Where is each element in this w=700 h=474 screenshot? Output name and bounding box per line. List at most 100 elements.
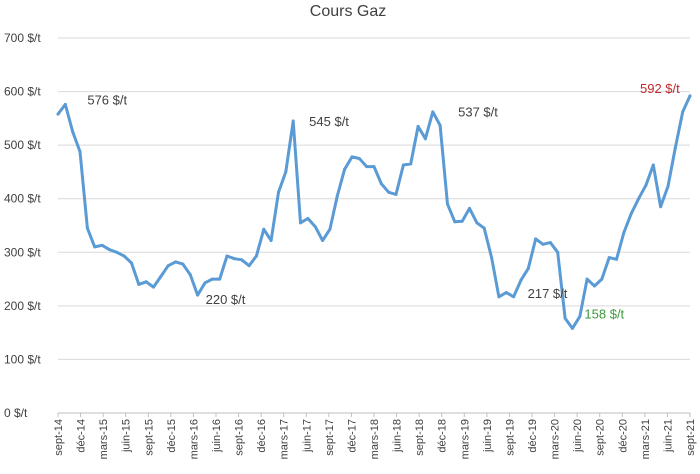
data-point bbox=[519, 278, 523, 282]
data-point bbox=[460, 219, 464, 223]
data-point bbox=[188, 273, 192, 277]
x-tick-label: déc-17 bbox=[346, 419, 358, 453]
data-annotations: 576 $/t 220 $/t 545 $/t 537 $/t 217 $/t 158 $… bbox=[87, 81, 680, 322]
x-tick-label: mars-20 bbox=[550, 419, 562, 459]
x-tick-label: sept-21 bbox=[685, 419, 697, 456]
data-point bbox=[615, 257, 619, 261]
data-point bbox=[688, 94, 692, 98]
x-tick-label: déc-14 bbox=[76, 419, 88, 453]
x-tick-label: sept-20 bbox=[595, 419, 607, 456]
data-point bbox=[423, 137, 427, 141]
data-point bbox=[475, 221, 479, 225]
data-point bbox=[585, 277, 589, 281]
data-point bbox=[203, 281, 207, 285]
data-point bbox=[328, 227, 332, 231]
x-tick-label: juin-21 bbox=[662, 419, 674, 453]
data-point bbox=[372, 165, 376, 169]
data-point bbox=[85, 226, 89, 230]
y-tick-label: 600 $/t bbox=[4, 85, 41, 99]
x-tick-label: sept-15 bbox=[143, 419, 155, 456]
x-tick-label: sept-14 bbox=[53, 419, 65, 456]
annotation-label: 158 $/t bbox=[584, 306, 624, 321]
data-point bbox=[541, 242, 545, 246]
annotation-label: 220 $/t bbox=[206, 292, 246, 307]
data-point bbox=[534, 237, 538, 241]
data-point bbox=[548, 241, 552, 245]
data-point bbox=[321, 239, 325, 242]
x-tick-label: mars-15 bbox=[98, 419, 110, 459]
data-point bbox=[651, 163, 655, 167]
x-tick-label: juin-15 bbox=[121, 419, 133, 453]
data-point bbox=[306, 217, 310, 221]
data-point bbox=[622, 230, 626, 234]
data-point bbox=[159, 274, 163, 278]
data-point bbox=[100, 243, 104, 247]
data-point bbox=[276, 190, 280, 194]
x-tick-label: déc-15 bbox=[166, 419, 178, 453]
data-point bbox=[504, 290, 508, 294]
x-tick-label: déc-19 bbox=[527, 419, 539, 453]
data-point bbox=[262, 227, 266, 231]
y-tick-label: 400 $/t bbox=[4, 192, 41, 206]
data-point bbox=[659, 205, 663, 209]
data-point bbox=[482, 226, 486, 230]
y-tick-label: 100 $/t bbox=[4, 352, 41, 366]
data-point bbox=[644, 183, 648, 187]
data-point bbox=[152, 285, 156, 289]
x-tick-label: déc-20 bbox=[617, 419, 629, 453]
data-point bbox=[365, 165, 369, 169]
data-point bbox=[490, 256, 494, 260]
data-point bbox=[291, 119, 295, 123]
data-point bbox=[137, 282, 141, 286]
data-point bbox=[78, 150, 82, 154]
data-point bbox=[107, 248, 111, 252]
annotation-label: 537 $/t bbox=[458, 104, 498, 119]
data-point bbox=[343, 167, 347, 171]
x-tick-label: déc-16 bbox=[256, 419, 268, 453]
data-point bbox=[681, 110, 685, 114]
data-point bbox=[247, 264, 251, 268]
data-point bbox=[570, 326, 574, 330]
x-tick-label: mars-16 bbox=[188, 419, 200, 459]
data-point bbox=[218, 277, 222, 281]
data-point bbox=[357, 157, 361, 161]
x-tick-label: juin-16 bbox=[211, 419, 223, 453]
y-tick-label: 300 $/t bbox=[4, 245, 41, 259]
x-tick-label: sept-18 bbox=[414, 419, 426, 456]
y-tick-label: 500 $/t bbox=[4, 138, 41, 152]
data-point bbox=[335, 194, 339, 198]
data-point bbox=[512, 295, 516, 299]
y-axis-tick-labels: 0 $/t 100 $/t 200 $/t 300 $/t 400 $/t 500 $/t… bbox=[4, 31, 41, 420]
data-point bbox=[592, 284, 596, 288]
annotation-label: 217 $/t bbox=[528, 286, 568, 301]
x-tick-label: juin-17 bbox=[301, 419, 313, 453]
data-point bbox=[387, 190, 391, 194]
data-point bbox=[122, 254, 126, 258]
annotation-label: 545 $/t bbox=[309, 114, 349, 129]
data-point bbox=[629, 212, 633, 216]
data-point bbox=[196, 293, 200, 297]
data-point bbox=[401, 163, 405, 167]
data-point bbox=[210, 277, 214, 281]
data-point bbox=[93, 245, 97, 249]
y-tick-label: 700 $/t bbox=[4, 31, 41, 45]
x-tick-label: sept-17 bbox=[324, 419, 336, 456]
data-point bbox=[174, 260, 178, 264]
data-point bbox=[56, 112, 60, 116]
data-point bbox=[269, 239, 273, 242]
x-tick-label: mars-18 bbox=[369, 419, 381, 459]
x-tick-label: sept-19 bbox=[504, 419, 516, 456]
x-axis-tick-labels: sept-14 déc-14 mars-15 juin-15 sept-15 déc-15… bbox=[53, 413, 697, 459]
x-tick-label: juin-20 bbox=[572, 419, 584, 453]
annotation-label: 592 $/t bbox=[640, 81, 680, 96]
data-point bbox=[313, 225, 317, 229]
x-tick-label: mars-19 bbox=[459, 419, 471, 459]
data-point bbox=[71, 130, 75, 134]
x-tick-label: déc-18 bbox=[437, 419, 449, 453]
data-point bbox=[240, 258, 244, 262]
x-tick-label: juin-19 bbox=[482, 419, 494, 453]
data-point bbox=[181, 262, 185, 266]
data-point bbox=[637, 197, 641, 201]
